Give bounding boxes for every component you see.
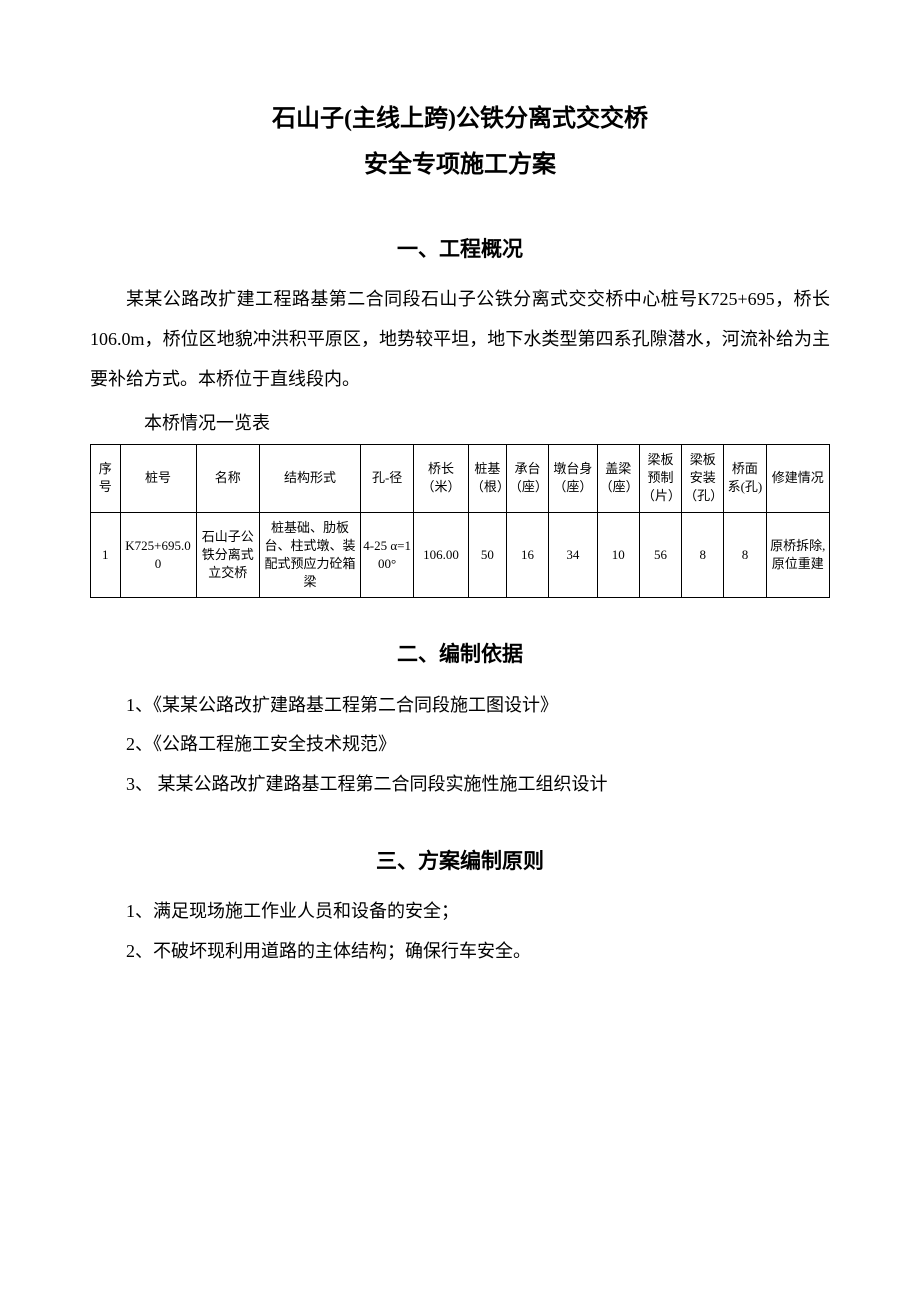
table-header-cell: 桩基（根） bbox=[468, 444, 506, 512]
table-header-cell: 梁板预制（片） bbox=[639, 444, 681, 512]
table-header-cell: 结构形式 bbox=[259, 444, 360, 512]
section1-paragraph: 某某公路改扩建工程路基第二合同段石山子公铁分离式交交桥中心桩号K725+695，… bbox=[90, 280, 830, 399]
section2-list: 1、《某某公路改扩建路基工程第二合同段施工图设计》2、《公路工程施工安全技术规范… bbox=[90, 686, 830, 805]
section3-list: 1、满足现场施工作业人员和设备的安全；2、不破坏现利用道路的主体结构；确保行车安… bbox=[90, 892, 830, 971]
table-header-cell: 盖梁（座） bbox=[597, 444, 639, 512]
table-header-cell: 承台（座） bbox=[506, 444, 548, 512]
table-cell: 56 bbox=[639, 512, 681, 598]
table-cell: 4-25 α=100° bbox=[361, 512, 414, 598]
list-item: 2、《公路工程施工安全技术规范》 bbox=[90, 725, 830, 765]
table-header-cell: 墩台身（座） bbox=[549, 444, 598, 512]
list-item: 3、 某某公路改扩建路基工程第二合同段实施性施工组织设计 bbox=[90, 765, 830, 805]
table-header-row: 序号桩号名称结构形式孔-径桥长（米）桩基（根）承台（座）墩台身（座）盖梁（座）梁… bbox=[91, 444, 830, 512]
section2-heading: 二、编制依据 bbox=[90, 638, 830, 672]
table-cell: 1 bbox=[91, 512, 121, 598]
document-title-line2: 安全专项施工方案 bbox=[90, 146, 830, 184]
list-item: 1、满足现场施工作业人员和设备的安全； bbox=[90, 892, 830, 932]
table-row: 1K725+695.00石山子公铁分离式立交桥桩基础、肋板台、柱式墩、装配式预应… bbox=[91, 512, 830, 598]
table-header-cell: 桥长（米） bbox=[414, 444, 469, 512]
table-cell: 原桥拆除,原位重建 bbox=[766, 512, 829, 598]
bridge-summary-table: 序号桩号名称结构形式孔-径桥长（米）桩基（根）承台（座）墩台身（座）盖梁（座）梁… bbox=[90, 444, 830, 598]
table-header-cell: 梁板安装（孔） bbox=[682, 444, 724, 512]
table-cell: 16 bbox=[506, 512, 548, 598]
table-body: 1K725+695.00石山子公铁分离式立交桥桩基础、肋板台、柱式墩、装配式预应… bbox=[91, 512, 830, 598]
table-cell: 50 bbox=[468, 512, 506, 598]
list-item: 2、不破坏现利用道路的主体结构；确保行车安全。 bbox=[90, 932, 830, 972]
table-cell: 8 bbox=[682, 512, 724, 598]
table-header-cell: 桥面系(孔) bbox=[724, 444, 766, 512]
section3-heading: 三、方案编制原则 bbox=[90, 845, 830, 879]
table-cell: K725+695.00 bbox=[120, 512, 196, 598]
table-cell: 10 bbox=[597, 512, 639, 598]
table-header-cell: 序号 bbox=[91, 444, 121, 512]
table-header-cell: 修建情况 bbox=[766, 444, 829, 512]
table-header-cell: 孔-径 bbox=[361, 444, 414, 512]
list-item: 1、《某某公路改扩建路基工程第二合同段施工图设计》 bbox=[90, 686, 830, 726]
section1-heading: 一、工程概况 bbox=[90, 233, 830, 267]
table-header-cell: 名称 bbox=[196, 444, 259, 512]
document-title-line1: 石山子(主线上跨)公铁分离式交交桥 bbox=[90, 100, 830, 138]
table-cell: 桩基础、肋板台、柱式墩、装配式预应力砼箱梁 bbox=[259, 512, 360, 598]
table-cell: 106.00 bbox=[414, 512, 469, 598]
table-cell: 34 bbox=[549, 512, 598, 598]
table-cell: 8 bbox=[724, 512, 766, 598]
table-cell: 石山子公铁分离式立交桥 bbox=[196, 512, 259, 598]
table-caption: 本桥情况一览表 bbox=[90, 409, 830, 438]
table-header-cell: 桩号 bbox=[120, 444, 196, 512]
